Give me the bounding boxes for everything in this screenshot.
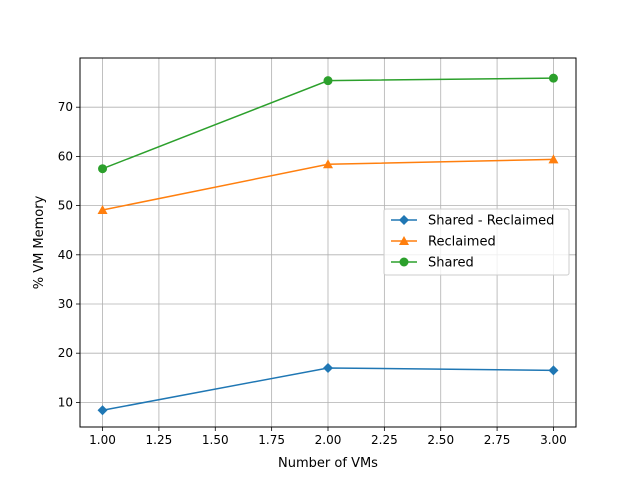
data-point: [97, 405, 108, 416]
x-tick-label: 1.25: [146, 433, 173, 447]
y-axis-ticks: 10 20 30 40 50 60 70: [58, 100, 80, 409]
x-axis-ticks: 1.00 1.25 1.50 1.75 2.00 2.25 2.50 2.75 3.00: [89, 427, 567, 447]
data-point: [548, 154, 559, 164]
y-axis-label: % VM Memory: [32, 195, 47, 289]
legend-swatch-marker: [399, 215, 409, 225]
grid-lines: [80, 58, 576, 427]
x-axis-label: Number of VMs: [278, 456, 378, 471]
x-tick-label: 1.75: [258, 433, 285, 447]
x-tick-label: 2.25: [371, 433, 398, 447]
data-point: [548, 365, 559, 376]
y-tick-label: 40: [58, 248, 73, 262]
x-tick-label: 2.00: [315, 433, 342, 447]
series-layer: [97, 73, 559, 416]
data-point: [548, 73, 558, 83]
legend-item: Shared: [391, 256, 474, 271]
x-tick-label: 1.00: [89, 433, 116, 447]
legend-label: Shared - Reclaimed: [428, 214, 554, 229]
x-tick-label: 2.75: [484, 433, 511, 447]
x-tick-label: 2.50: [427, 433, 454, 447]
x-tick-label: 3.00: [540, 433, 567, 447]
legend-box: [383, 208, 570, 276]
series: [97, 362, 559, 416]
legend-swatch-marker: [399, 236, 409, 245]
series: [98, 73, 558, 174]
series: [97, 154, 559, 215]
y-tick-label: 70: [58, 100, 73, 114]
legend-item: Reclaimed: [391, 235, 496, 250]
x-tick-label: 1.50: [202, 433, 229, 447]
data-point: [323, 159, 333, 169]
legend: Shared - Reclaimed Reclaimed Shared: [383, 208, 570, 276]
y-tick-label: 20: [58, 346, 73, 360]
legend-item: Shared - Reclaimed: [391, 214, 554, 229]
data-point: [98, 164, 108, 174]
y-tick-label: 30: [58, 297, 73, 311]
data-point: [97, 205, 108, 215]
legend-label: Shared: [428, 256, 474, 271]
y-tick-label: 60: [58, 149, 73, 163]
data-point: [323, 76, 333, 86]
y-tick-label: 10: [58, 395, 73, 409]
data-point: [323, 362, 333, 373]
y-tick-label: 50: [58, 199, 73, 213]
legend-label: Reclaimed: [428, 235, 496, 250]
legend-swatch-marker: [399, 257, 409, 267]
